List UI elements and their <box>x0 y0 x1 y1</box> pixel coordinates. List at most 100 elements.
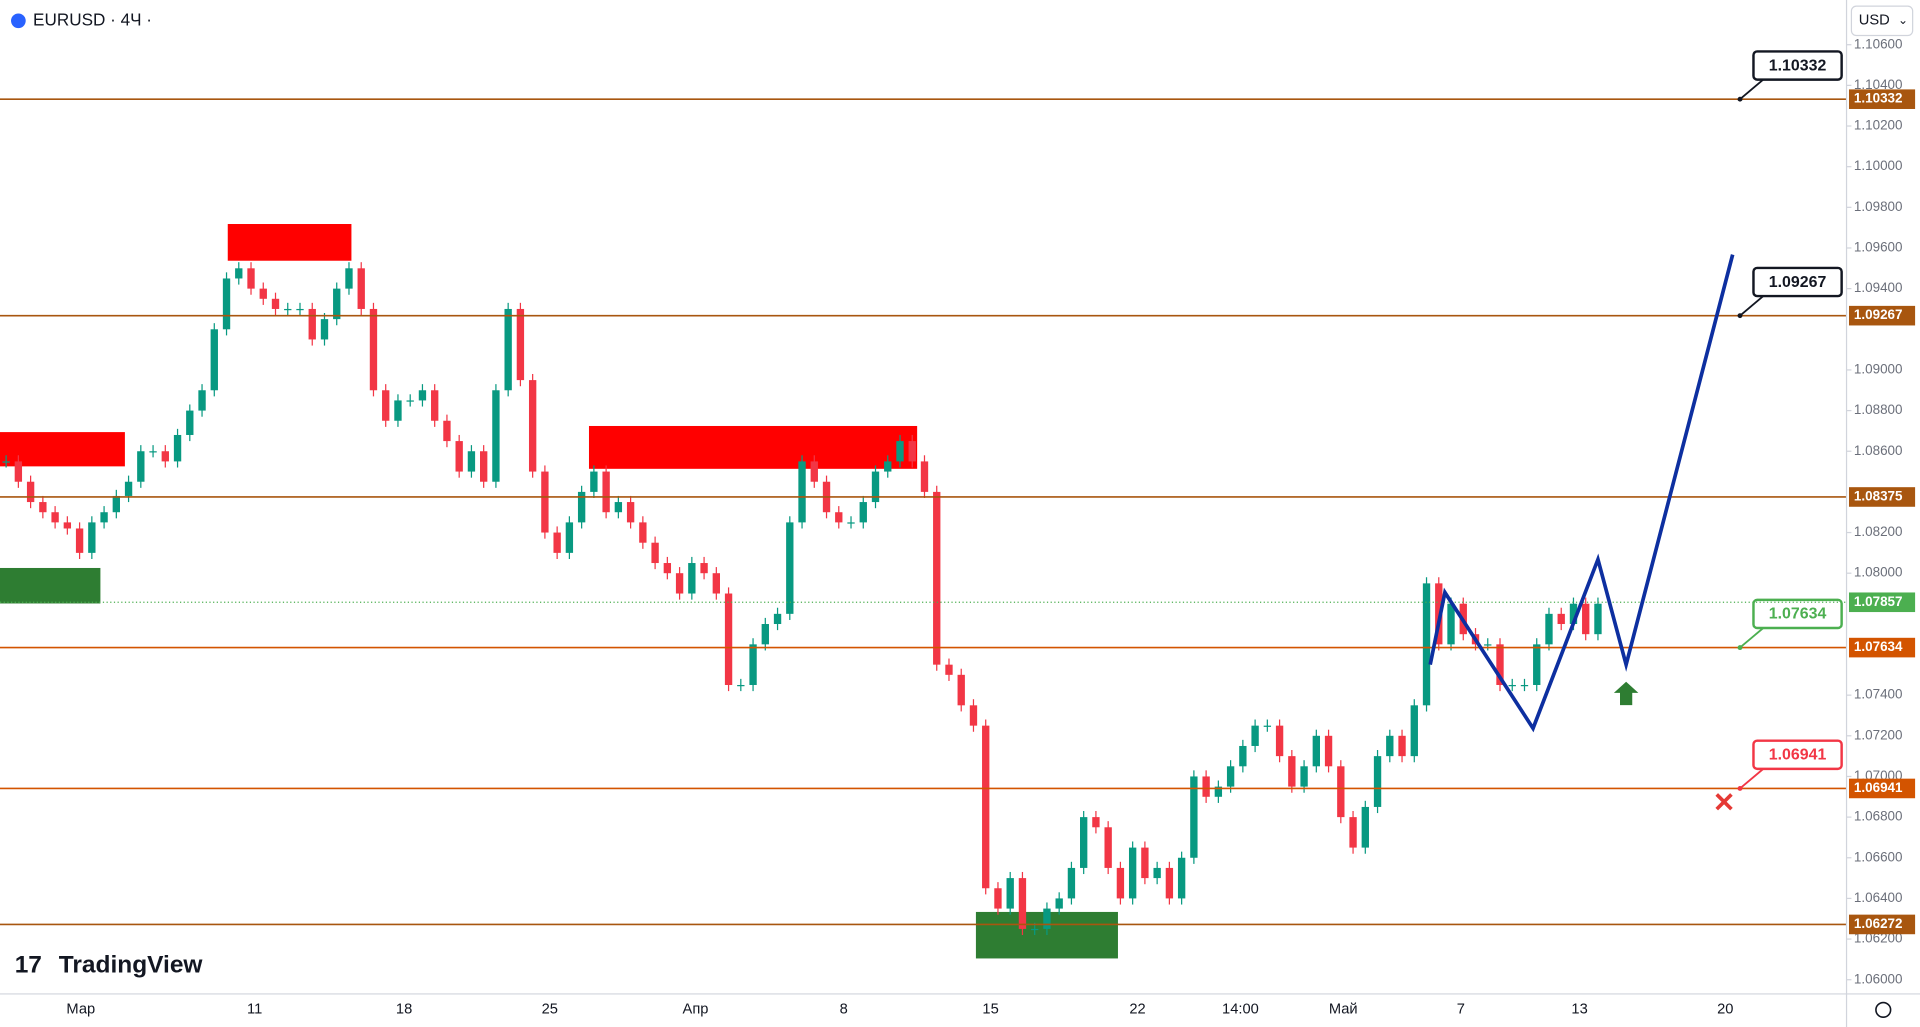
candle <box>492 390 500 482</box>
candle <box>308 308 316 340</box>
y-tick-label: 1.08600 <box>1854 443 1903 458</box>
candle <box>1422 583 1431 706</box>
candle <box>639 522 647 543</box>
callout-anchor <box>1737 96 1743 102</box>
candle <box>749 644 757 685</box>
candle <box>1226 766 1235 787</box>
supply-zone <box>588 425 918 469</box>
candle <box>1104 827 1112 868</box>
candle <box>14 461 23 482</box>
candle <box>773 613 782 625</box>
candle <box>1520 684 1529 687</box>
candle <box>626 502 635 523</box>
candle <box>382 390 390 421</box>
candle <box>835 512 843 523</box>
candle <box>1533 644 1541 685</box>
candle <box>798 461 806 523</box>
symbol-title[interactable]: EURUSD · 4Ч · <box>33 9 152 29</box>
level-label: 1.06272 <box>1854 916 1903 931</box>
level-label-box <box>1848 914 1916 935</box>
candle <box>198 390 206 411</box>
candle <box>186 410 194 435</box>
candle <box>688 563 696 594</box>
y-tick-label: 1.07200 <box>1854 727 1903 742</box>
candle <box>1128 847 1137 899</box>
candle <box>1018 878 1027 929</box>
y-tick-label: 1.08200 <box>1854 524 1903 539</box>
currency[interactable]: USD <box>1859 13 1890 29</box>
candle <box>1275 725 1284 757</box>
symbol-icon <box>11 13 26 29</box>
candle <box>1202 776 1210 797</box>
level-label: 1.06941 <box>1854 780 1903 795</box>
level-label-box <box>1848 305 1916 326</box>
candle <box>112 495 120 513</box>
candle <box>1594 603 1602 635</box>
level-label: 1.08375 <box>1854 489 1903 504</box>
candle <box>982 725 990 889</box>
currency-button[interactable] <box>1850 5 1914 37</box>
x-tick-label: Мар <box>66 1002 95 1018</box>
y-tick-label: 1.06000 <box>1854 971 1903 986</box>
y-tick-label: 1.06200 <box>1854 931 1903 946</box>
candle <box>651 542 659 564</box>
stop-cross <box>1715 793 1733 811</box>
logo-mark: 17 <box>15 951 42 978</box>
candle <box>1373 756 1382 807</box>
candle <box>51 512 59 523</box>
y-tick-label: 1.09600 <box>1854 240 1903 255</box>
candle <box>1569 603 1578 625</box>
y-tick-label: 1.06400 <box>1854 890 1903 905</box>
x-tick-label: Апр <box>683 1002 709 1018</box>
y-tick-label: 1.08800 <box>1854 402 1903 417</box>
x-tick-label: 11 <box>247 1002 262 1018</box>
candle <box>1190 776 1198 858</box>
y-tick-label: 1.10200 <box>1854 118 1903 133</box>
y-tick-label: 1.07400 <box>1854 687 1903 702</box>
candle <box>2 461 10 463</box>
last-price-box <box>1848 592 1916 613</box>
candle <box>418 390 427 401</box>
candle <box>333 288 341 320</box>
level-label-box <box>1848 89 1916 109</box>
x-tick-label: 15 <box>982 1002 998 1018</box>
candle <box>149 451 157 453</box>
candle <box>259 288 267 299</box>
supply-zone <box>227 224 352 261</box>
demand-zone <box>0 567 101 604</box>
candle <box>1349 817 1357 848</box>
candle <box>553 532 561 553</box>
x-tick-label: 18 <box>396 1002 412 1018</box>
candle <box>884 461 892 472</box>
callout-anchor <box>1737 313 1743 319</box>
candle <box>737 684 745 687</box>
candle <box>1214 786 1223 797</box>
candle <box>1288 756 1296 787</box>
candle <box>1031 928 1039 931</box>
candle <box>602 471 610 513</box>
candle <box>320 319 329 340</box>
level-label: 1.09267 <box>1854 307 1903 322</box>
candle <box>541 471 549 533</box>
candle <box>1043 908 1051 929</box>
callout-box <box>1752 50 1843 81</box>
candle <box>1484 644 1492 646</box>
candle <box>345 268 353 289</box>
candle <box>88 522 96 553</box>
callout-label: 1.06941 <box>1769 747 1827 764</box>
candle <box>1361 806 1369 848</box>
callout-connector <box>1739 627 1764 649</box>
candle <box>296 308 304 311</box>
x-tick-label: 7 <box>1457 1002 1465 1018</box>
candle <box>786 522 794 614</box>
candle <box>920 461 929 492</box>
candle <box>565 522 574 553</box>
candle <box>173 434 182 462</box>
settings-icon[interactable] <box>1875 1001 1892 1019</box>
candle <box>1177 857 1186 899</box>
candle <box>1447 603 1455 645</box>
y-tick-label: 1.06600 <box>1854 849 1903 864</box>
level-label: 1.10332 <box>1854 91 1903 106</box>
candle <box>1251 725 1259 746</box>
